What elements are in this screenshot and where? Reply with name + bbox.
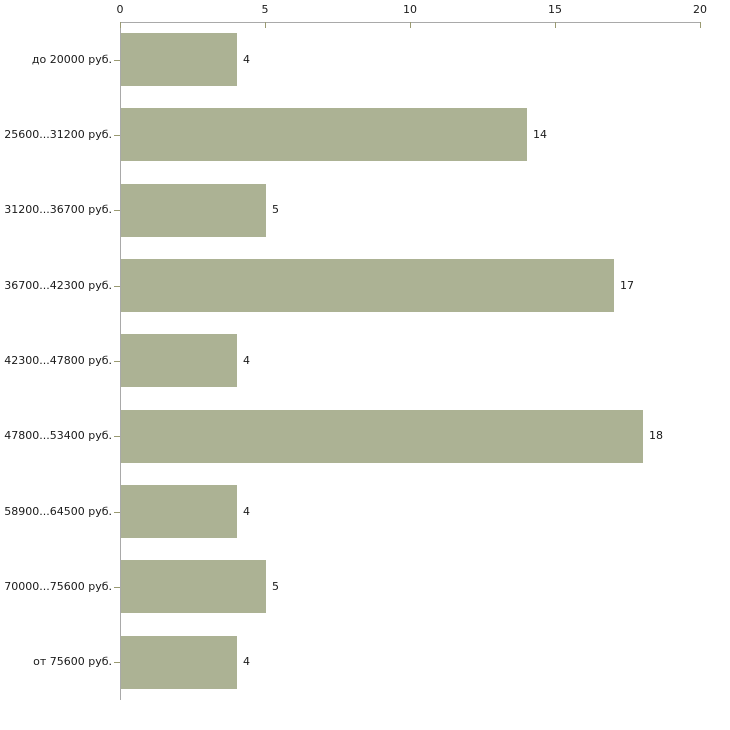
bar[interactable] (121, 334, 237, 387)
bar-value-label: 5 (272, 579, 279, 593)
x-axis-tick-label: 5 (261, 3, 269, 16)
y-axis-tick (114, 210, 120, 211)
x-axis-tick (555, 22, 556, 28)
y-axis-tick (114, 135, 120, 136)
x-axis-tick-label: 20 (693, 3, 707, 16)
category-label: 36700...42300 руб. (4, 278, 112, 292)
y-axis-line (120, 22, 121, 700)
y-axis-tick (114, 60, 120, 61)
bar[interactable] (121, 259, 614, 312)
category-label: 58900...64500 руб. (4, 504, 112, 518)
y-axis-tick (114, 436, 120, 437)
x-axis-tick (265, 22, 266, 28)
y-axis-tick (114, 662, 120, 663)
x-axis-tick-label: 15 (548, 3, 562, 16)
bar-value-label: 4 (243, 504, 250, 518)
bar-value-label: 17 (620, 278, 634, 292)
bar[interactable] (121, 410, 643, 463)
bar[interactable] (121, 636, 237, 689)
bar[interactable] (121, 485, 237, 538)
x-axis-tick-label: 10 (403, 3, 417, 16)
x-axis-tick-label: 0 (116, 3, 124, 16)
x-axis-tick (410, 22, 411, 28)
y-axis-tick (114, 512, 120, 513)
bar-value-label: 4 (243, 655, 250, 669)
bar[interactable] (121, 108, 527, 161)
category-label: от 75600 руб. (33, 655, 112, 669)
bar-value-label: 4 (243, 52, 250, 66)
bar[interactable] (121, 184, 266, 237)
category-label: 25600...31200 руб. (4, 127, 112, 141)
category-label: 31200...36700 руб. (4, 203, 112, 217)
category-label: 47800...53400 руб. (4, 429, 112, 443)
bar[interactable] (121, 560, 266, 613)
bar-value-label: 4 (243, 353, 250, 367)
category-label: 42300...47800 руб. (4, 353, 112, 367)
bar-value-label: 14 (533, 127, 547, 141)
bar-value-label: 5 (272, 203, 279, 217)
y-axis-tick (114, 361, 120, 362)
category-label: до 20000 руб. (31, 52, 112, 66)
y-axis-tick (114, 587, 120, 588)
x-axis-tick (120, 22, 121, 28)
x-axis-tick (700, 22, 701, 28)
category-label: 70000...75600 руб. (4, 579, 112, 593)
y-axis-tick (114, 286, 120, 287)
bar-value-label: 18 (649, 429, 663, 443)
bar[interactable] (121, 33, 237, 86)
